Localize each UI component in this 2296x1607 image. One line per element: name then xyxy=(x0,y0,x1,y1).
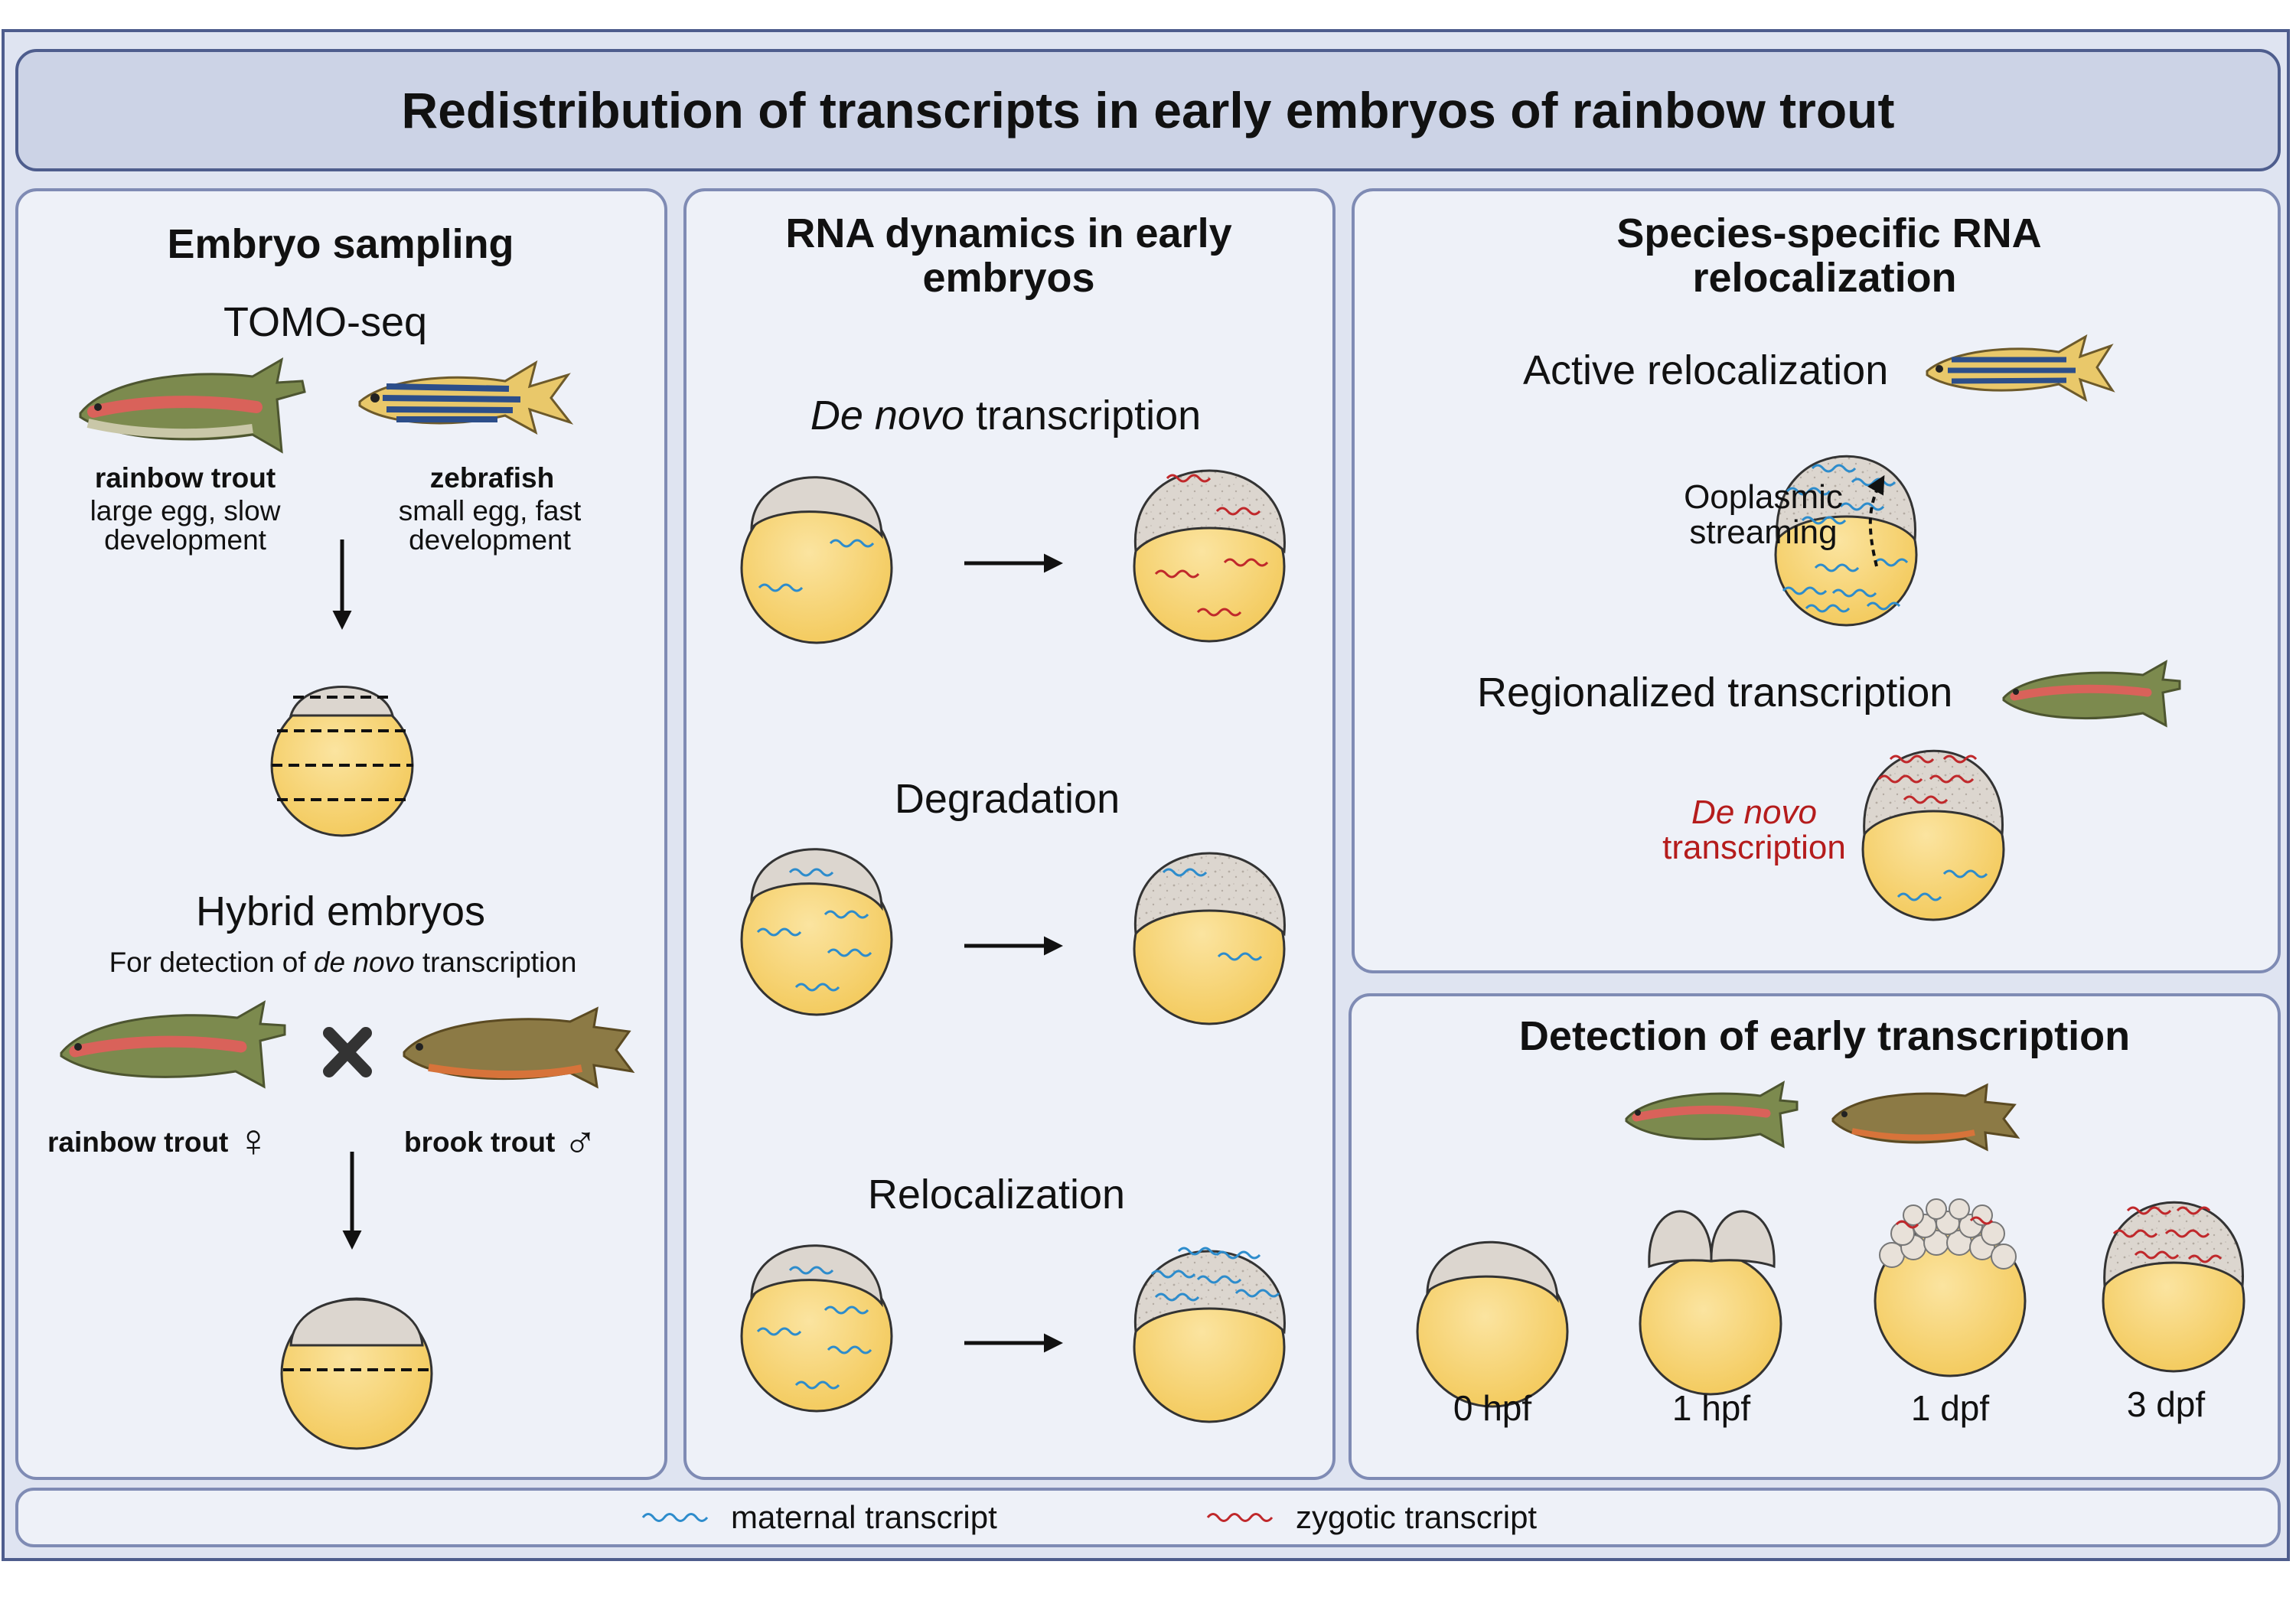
zebrafish-desc-2: development xyxy=(409,524,571,556)
embryo-3dpf xyxy=(2102,1201,2245,1373)
page-title: Redistribution of transcripts in early e… xyxy=(401,82,1895,139)
sampling-heading: Embryo sampling xyxy=(167,221,514,267)
relocalization-embryo-after xyxy=(1133,1247,1286,1423)
male-symbol-icon: ♂ xyxy=(563,1115,598,1166)
degradation-embryo-before xyxy=(740,848,893,1016)
streaming-arrow xyxy=(1867,474,1885,567)
tomo-seq-label: TOMO-seq xyxy=(223,299,428,345)
stage-label-1hpf: 1 hpf xyxy=(1671,1388,1751,1428)
rainbow-trout-icon xyxy=(79,357,306,454)
brook-trout-icon xyxy=(403,1006,635,1089)
legend-zygotic-label: zygotic transcript xyxy=(1296,1499,1538,1535)
legend-maternal-label: maternal transcript xyxy=(731,1499,997,1535)
relocalization-label: Relocalization xyxy=(867,1172,1126,1217)
zebrafish-small-icon xyxy=(1926,334,2115,403)
maternal-transcript-icon xyxy=(641,1513,709,1522)
trout-name: rainbow trout xyxy=(94,462,276,494)
embryo-1dpf xyxy=(1874,1198,2027,1377)
hybrid-heading: Hybrid embryos xyxy=(195,888,486,934)
stage-label-0hpf: 0 hpf xyxy=(1453,1388,1532,1428)
ooplasmic-label-2: streaming xyxy=(1689,513,1838,551)
embryo-1hpf xyxy=(1639,1210,1782,1396)
zygotic-transcript-icon xyxy=(1206,1513,1274,1522)
zebrafish-name: zebrafish xyxy=(429,462,555,494)
active-relocalization-embryo xyxy=(1774,455,1918,627)
species-heading-1: Species-specific RNA xyxy=(1616,210,2042,256)
stage-label-3dpf: 3 dpf xyxy=(2126,1384,2206,1424)
denovo-red-label-2: transcription xyxy=(1662,829,1846,866)
denovo-embryo-before xyxy=(740,476,893,644)
active-relocalization-label: Active relocalization xyxy=(1523,347,1889,393)
ooplasmic-label-1: Ooplasmic xyxy=(1684,478,1843,516)
degradation-label: Degradation xyxy=(894,776,1120,822)
dynamics-heading-2: embryos xyxy=(922,255,1095,301)
zebrafish-desc-1: small egg, fast xyxy=(398,495,582,526)
male-parent-label: brook trout ♂ xyxy=(404,1115,598,1166)
embryo-0hpf xyxy=(1416,1240,1569,1408)
dynamics-heading-1: RNA dynamics in early xyxy=(785,210,1232,256)
rainbow-trout-small-icon xyxy=(2002,660,2181,728)
rainbow-trout-detection-icon xyxy=(1625,1081,1799,1149)
species-heading-2: relocalization xyxy=(1692,255,1957,301)
legend-bar xyxy=(15,1488,2281,1547)
denovo-label: De novo transcription xyxy=(810,393,1202,438)
hybrid-embryo xyxy=(280,1297,433,1450)
zebrafish-icon xyxy=(358,360,574,435)
degradation-embryo-after xyxy=(1133,852,1286,1025)
detection-heading: Detection of early transcription xyxy=(1518,1013,2131,1059)
hybrid-subtitle: For detection of de novo transcription xyxy=(109,947,577,978)
sliced-embryo xyxy=(270,686,414,837)
relocalization-embryo-before xyxy=(740,1244,893,1413)
stage-label-1dpf: 1 dpf xyxy=(1910,1388,1990,1428)
denovo-embryo-after xyxy=(1133,469,1286,643)
regionalized-embryo xyxy=(1861,749,2005,921)
brook-trout-detection-icon xyxy=(1831,1083,2020,1152)
denovo-red-label-1: De novo xyxy=(1691,794,1817,831)
female-parent-label: rainbow trout ♀ xyxy=(47,1115,271,1166)
female-symbol-icon: ♀ xyxy=(236,1115,271,1166)
regionalized-label: Regionalized transcription xyxy=(1477,670,1953,715)
rainbow-trout-female-icon xyxy=(60,1000,286,1089)
trout-desc-1: large egg, slow xyxy=(90,495,281,526)
trout-desc-2: development xyxy=(104,524,266,556)
title-banner: Redistribution of transcripts in early e… xyxy=(15,49,2281,171)
cross-icon xyxy=(323,1027,372,1077)
